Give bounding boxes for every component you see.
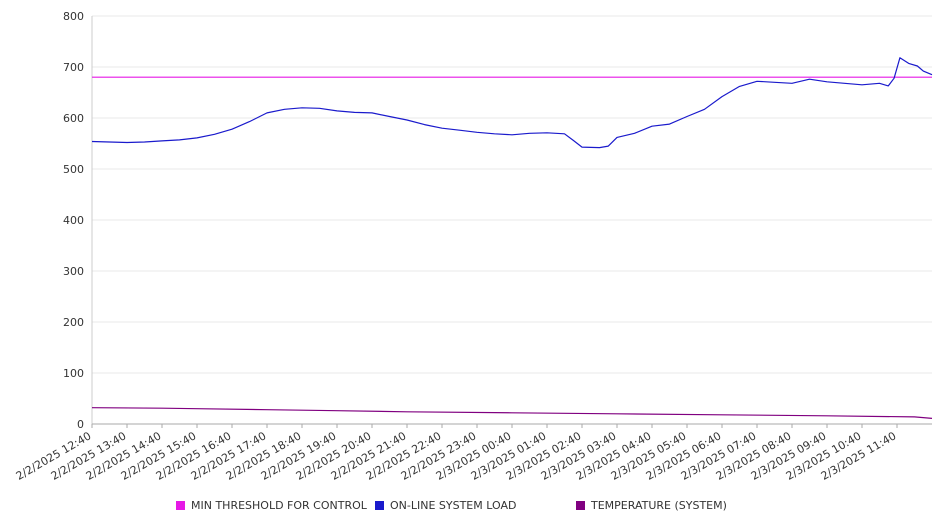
y-axis: 0 100 200 300 400 500 600 700 800 (63, 10, 93, 431)
x-axis: 2/2/2025 12:402/2/2025 13:402/2/2025 14:… (14, 423, 932, 483)
y-tick-label: 800 (63, 10, 84, 23)
legend: MIN THRESHOLD FOR CONTROL ON-LINE SYSTEM… (0, 497, 946, 515)
legend-label-min-threshold: MIN THRESHOLD FOR CONTROL (191, 498, 367, 512)
legend-swatch-system-load (375, 500, 384, 510)
y-tick-label: 400 (63, 214, 84, 227)
legend-item-temperature[interactable]: TEMPERATURE (SYSTEM) (576, 497, 727, 513)
y-tick-label: 200 (63, 316, 84, 329)
y-tick-label: 0 (77, 418, 84, 431)
legend-label-system-load: ON-LINE SYSTEM LOAD (390, 498, 517, 512)
y-tick-label: 700 (63, 61, 84, 74)
series-lines (91, 57, 933, 419)
legend-item-min-threshold[interactable]: MIN THRESHOLD FOR CONTROL (176, 497, 367, 513)
legend-item-system-load[interactable]: ON-LINE SYSTEM LOAD (375, 497, 516, 513)
legend-swatch-temperature (576, 500, 585, 510)
y-tick-label: 100 (63, 367, 84, 380)
series-system-load (91, 57, 933, 149)
gridlines (92, 15, 932, 374)
y-tick-label: 300 (63, 265, 84, 278)
y-tick-label: 500 (63, 163, 84, 176)
series-temperature (91, 407, 933, 419)
legend-swatch-min-threshold (176, 500, 185, 510)
legend-label-temperature: TEMPERATURE (SYSTEM) (591, 498, 727, 512)
y-tick-label: 600 (63, 112, 84, 125)
